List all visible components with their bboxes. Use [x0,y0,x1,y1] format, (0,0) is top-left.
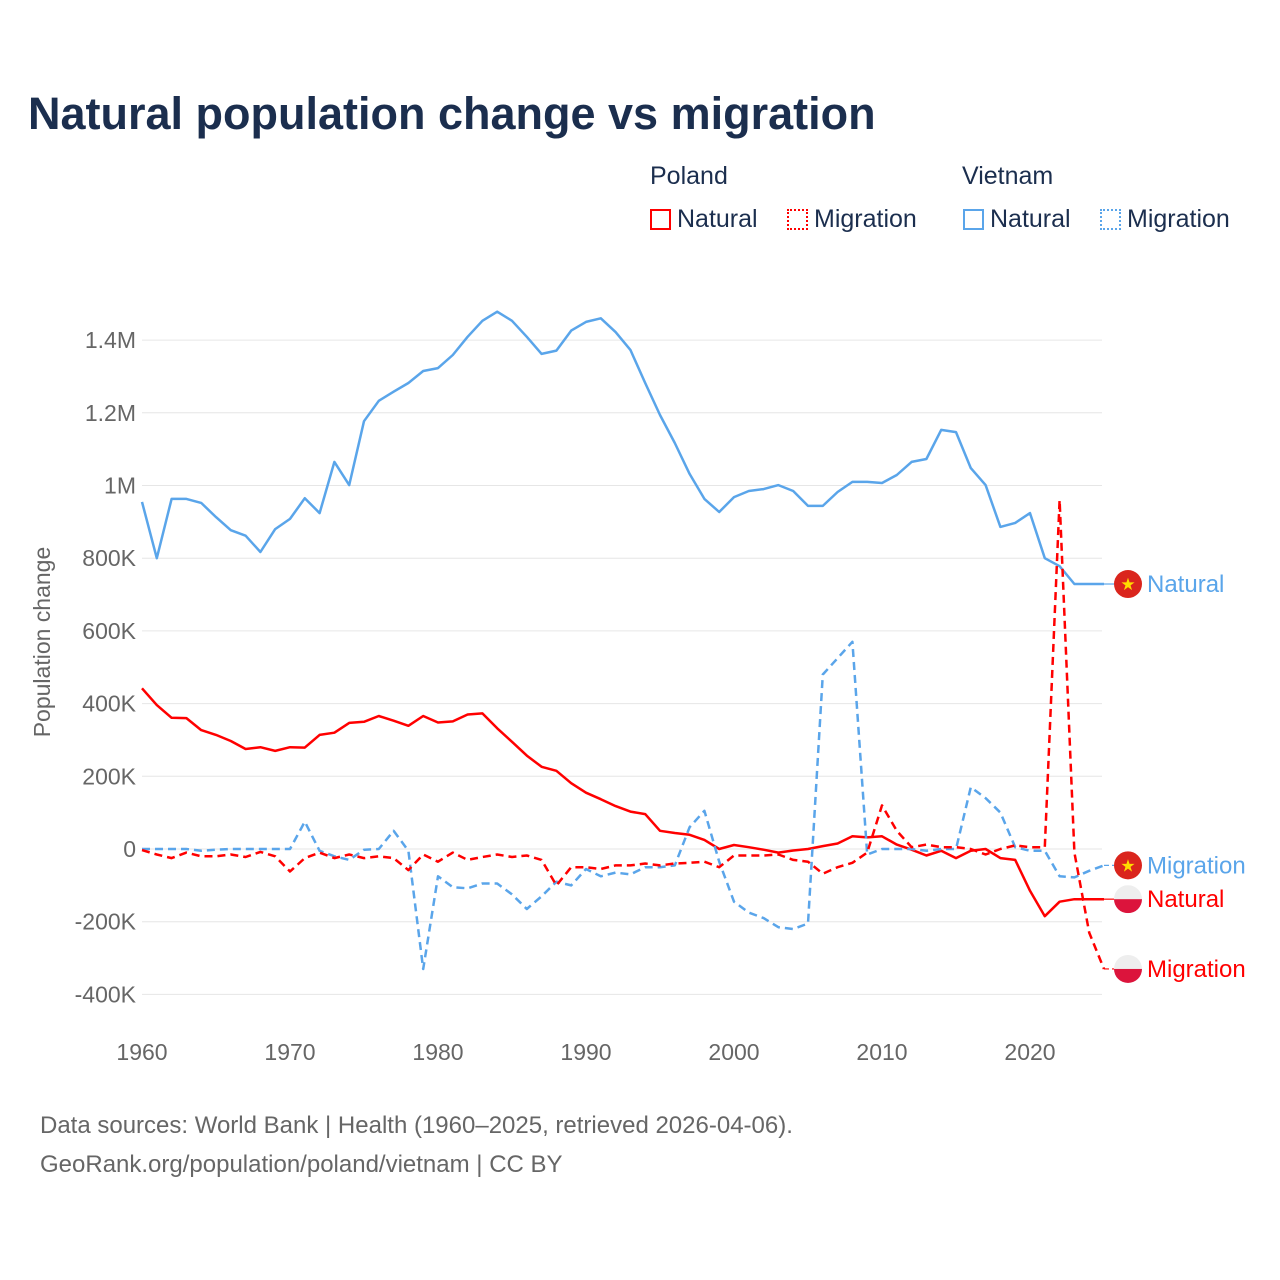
series-line-vietnam-migration [142,640,1105,971]
y-axis-label: Population change [29,547,55,738]
credit-link[interactable]: GeoRank.org/population/poland/vietnam | … [40,1151,563,1178]
solid-swatch-icon [650,209,671,230]
vietnam-flag-icon: ★ [1114,851,1142,880]
series-line-poland-natural [141,687,1104,918]
series-line-poland-migration [141,498,1106,970]
series-line-vietnam-natural [140,310,1104,586]
y-tick-label: -200K [75,909,137,935]
y-tick-label: 0 [123,836,136,862]
y-tick-label: 1.4M [85,327,136,353]
vietnam-flag-icon: ★ [1114,570,1142,599]
footer: Data sources: World Bank | Health (1960–… [40,1106,793,1184]
y-tick-label: -400K [75,981,137,1007]
star-icon: ★ [1120,856,1135,875]
end-label-poland-natural: Natural [1147,886,1224,913]
dotted-swatch-icon [1100,209,1121,230]
legend-label: Migration [1127,205,1230,233]
chart-title: Natural population change vs migration [28,88,876,139]
y-tick-label: 800K [82,545,136,571]
end-label-vietnam-migration: Migration [1147,852,1246,879]
legend-group-poland: Poland [650,162,728,190]
x-tick-label: 1970 [264,1039,315,1065]
x-tick-label: 2000 [708,1039,759,1065]
flag-red-half [1114,968,1142,983]
y-tick-label: 1M [104,473,136,499]
flag-circle [1114,851,1142,880]
line-chart: 1.4M 1.2M 1M 800K 600K 400K 200K 0 -200K -400K 19… [29,310,1246,1065]
y-tick-label: 600K [82,618,136,644]
flag-circle [1114,570,1142,599]
source-note: Data sources: World Bank | Health (1960–… [40,1112,793,1139]
legend-item-vietnam-migration[interactable]: Migration [1100,205,1230,234]
x-tick-label: 1960 [116,1039,167,1065]
x-tick-label: 2020 [1004,1039,1055,1065]
legend-item-poland-natural[interactable]: Natural [650,205,758,234]
flag-white-half [1114,885,1142,900]
x-tick-label: 1990 [560,1039,611,1065]
legend-label: Natural [677,205,758,233]
end-label-vietnam-natural: Natural [1147,571,1224,598]
poland-flag-icon [1114,885,1142,914]
solid-swatch-icon [963,209,984,230]
legend-label: Natural [990,205,1071,233]
dotted-swatch-icon [787,209,808,230]
legend-group-vietnam: Vietnam [962,162,1054,190]
poland-flag-icon [1114,954,1142,983]
legend-label: Migration [814,205,917,233]
legend-item-vietnam-natural[interactable]: Natural [963,205,1071,234]
y-tick-label: 400K [82,691,136,717]
flag-white-half [1114,954,1142,969]
end-label-poland-migration: Migration [1147,956,1246,983]
x-tick-label: 1980 [412,1039,463,1065]
x-tick-label: 2010 [856,1039,907,1065]
flag-red-half [1114,899,1142,914]
y-tick-label: 1.2M [85,400,136,426]
y-tick-label: 200K [82,763,136,789]
star-icon: ★ [1120,575,1135,594]
legend-item-poland-migration[interactable]: Migration [787,205,917,234]
